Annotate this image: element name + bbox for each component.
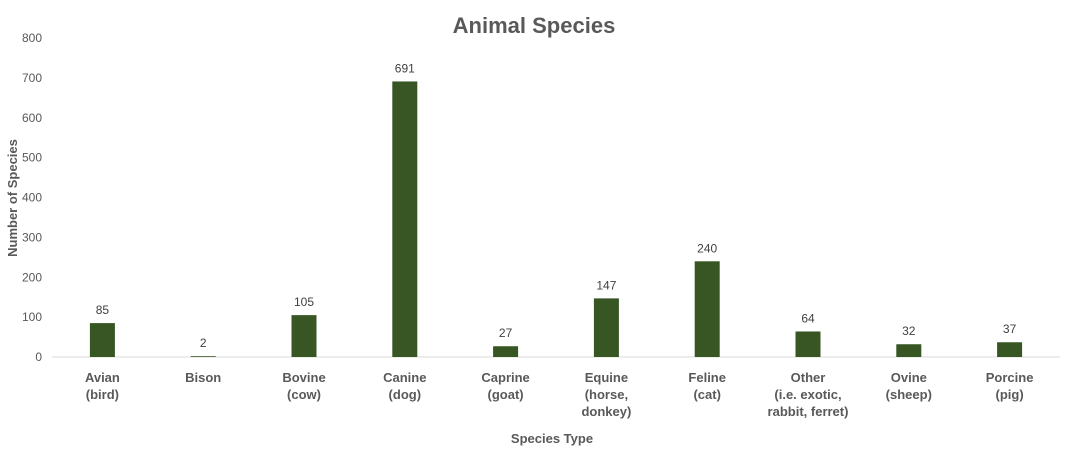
y-axis-title: Number of Species [5, 139, 20, 257]
category-label: Feline (cat) [688, 370, 726, 402]
bar [896, 344, 922, 357]
category-label: Porcine (pig) [986, 370, 1034, 402]
x-axis-title: Species Type [511, 431, 593, 446]
bar [493, 346, 519, 357]
data-label: 27 [499, 326, 513, 340]
category-labels: Avian (bird)Bison Bovine (cow)Canine (dog)Ca… [85, 370, 1034, 419]
category-label-line: (cow) [287, 387, 321, 402]
y-tick-label: 300 [22, 230, 42, 244]
bars [89, 81, 1023, 358]
category-label-line: Feline [688, 370, 726, 385]
y-tick-label: 800 [22, 31, 42, 45]
y-tick-label: 600 [22, 111, 42, 125]
data-label: 147 [596, 278, 616, 292]
bar [795, 331, 821, 357]
data-label: 105 [294, 295, 314, 309]
category-label-line: Bovine [282, 370, 325, 385]
y-tick-label: 100 [22, 310, 42, 324]
category-label-line: Avian [85, 370, 120, 385]
data-label: 2 [200, 336, 207, 350]
category-label-line: donkey) [581, 404, 631, 419]
category-label-line: (goat) [488, 387, 524, 402]
category-label-line: Ovine [891, 370, 927, 385]
category-label-line: rabbit, ferret) [768, 404, 849, 419]
category-label: Ovine (sheep) [886, 370, 932, 402]
bar [190, 356, 216, 357]
bar [694, 261, 720, 357]
category-label: Avian (bird) [85, 370, 120, 402]
category-label: Other (i.e. exotic, rabbit, ferret) [768, 370, 849, 419]
category-label-line: (i.e. exotic, [774, 387, 841, 402]
bar [392, 81, 418, 358]
data-label: 37 [1003, 322, 1017, 336]
y-axis-ticks: 0 100 200 300 400 500 600 700 800 [22, 31, 42, 364]
category-label: Bovine (cow) [282, 370, 325, 402]
category-label-line: (sheep) [886, 387, 932, 402]
category-label-line: Porcine [986, 370, 1034, 385]
category-label-line: Equine [585, 370, 628, 385]
bar [89, 323, 115, 357]
category-label-line: (pig) [996, 387, 1024, 402]
category-label-line: Canine [383, 370, 426, 385]
data-label: 64 [801, 311, 815, 325]
bar [593, 298, 619, 357]
data-label: 32 [902, 324, 916, 338]
category-label: Equine (horse, donkey) [581, 370, 631, 419]
category-label-line: Other [791, 370, 826, 385]
category-label-line: Bison [185, 370, 221, 385]
y-tick-label: 400 [22, 191, 42, 205]
category-label-line: (bird) [86, 387, 119, 402]
data-label: 691 [395, 61, 415, 75]
category-label: Canine (dog) [383, 370, 426, 402]
data-label: 85 [96, 303, 110, 317]
category-label-line: (cat) [693, 387, 720, 402]
category-label: Bison [185, 370, 221, 385]
category-label-line: (horse, [585, 387, 628, 402]
bar [291, 315, 317, 357]
category-label-line: (dog) [389, 387, 421, 402]
data-labels: 85 2 105 691 27 147 240 64 32 37 [96, 61, 1017, 350]
category-label-line: Caprine [481, 370, 529, 385]
y-tick-label: 700 [22, 71, 42, 85]
y-tick-label: 500 [22, 151, 42, 165]
bar [997, 342, 1023, 357]
chart-title: Animal Species [453, 13, 616, 38]
data-label: 240 [697, 241, 717, 255]
y-tick-label: 200 [22, 270, 42, 284]
category-label: Caprine (goat) [481, 370, 529, 402]
y-tick-label: 0 [35, 350, 42, 364]
